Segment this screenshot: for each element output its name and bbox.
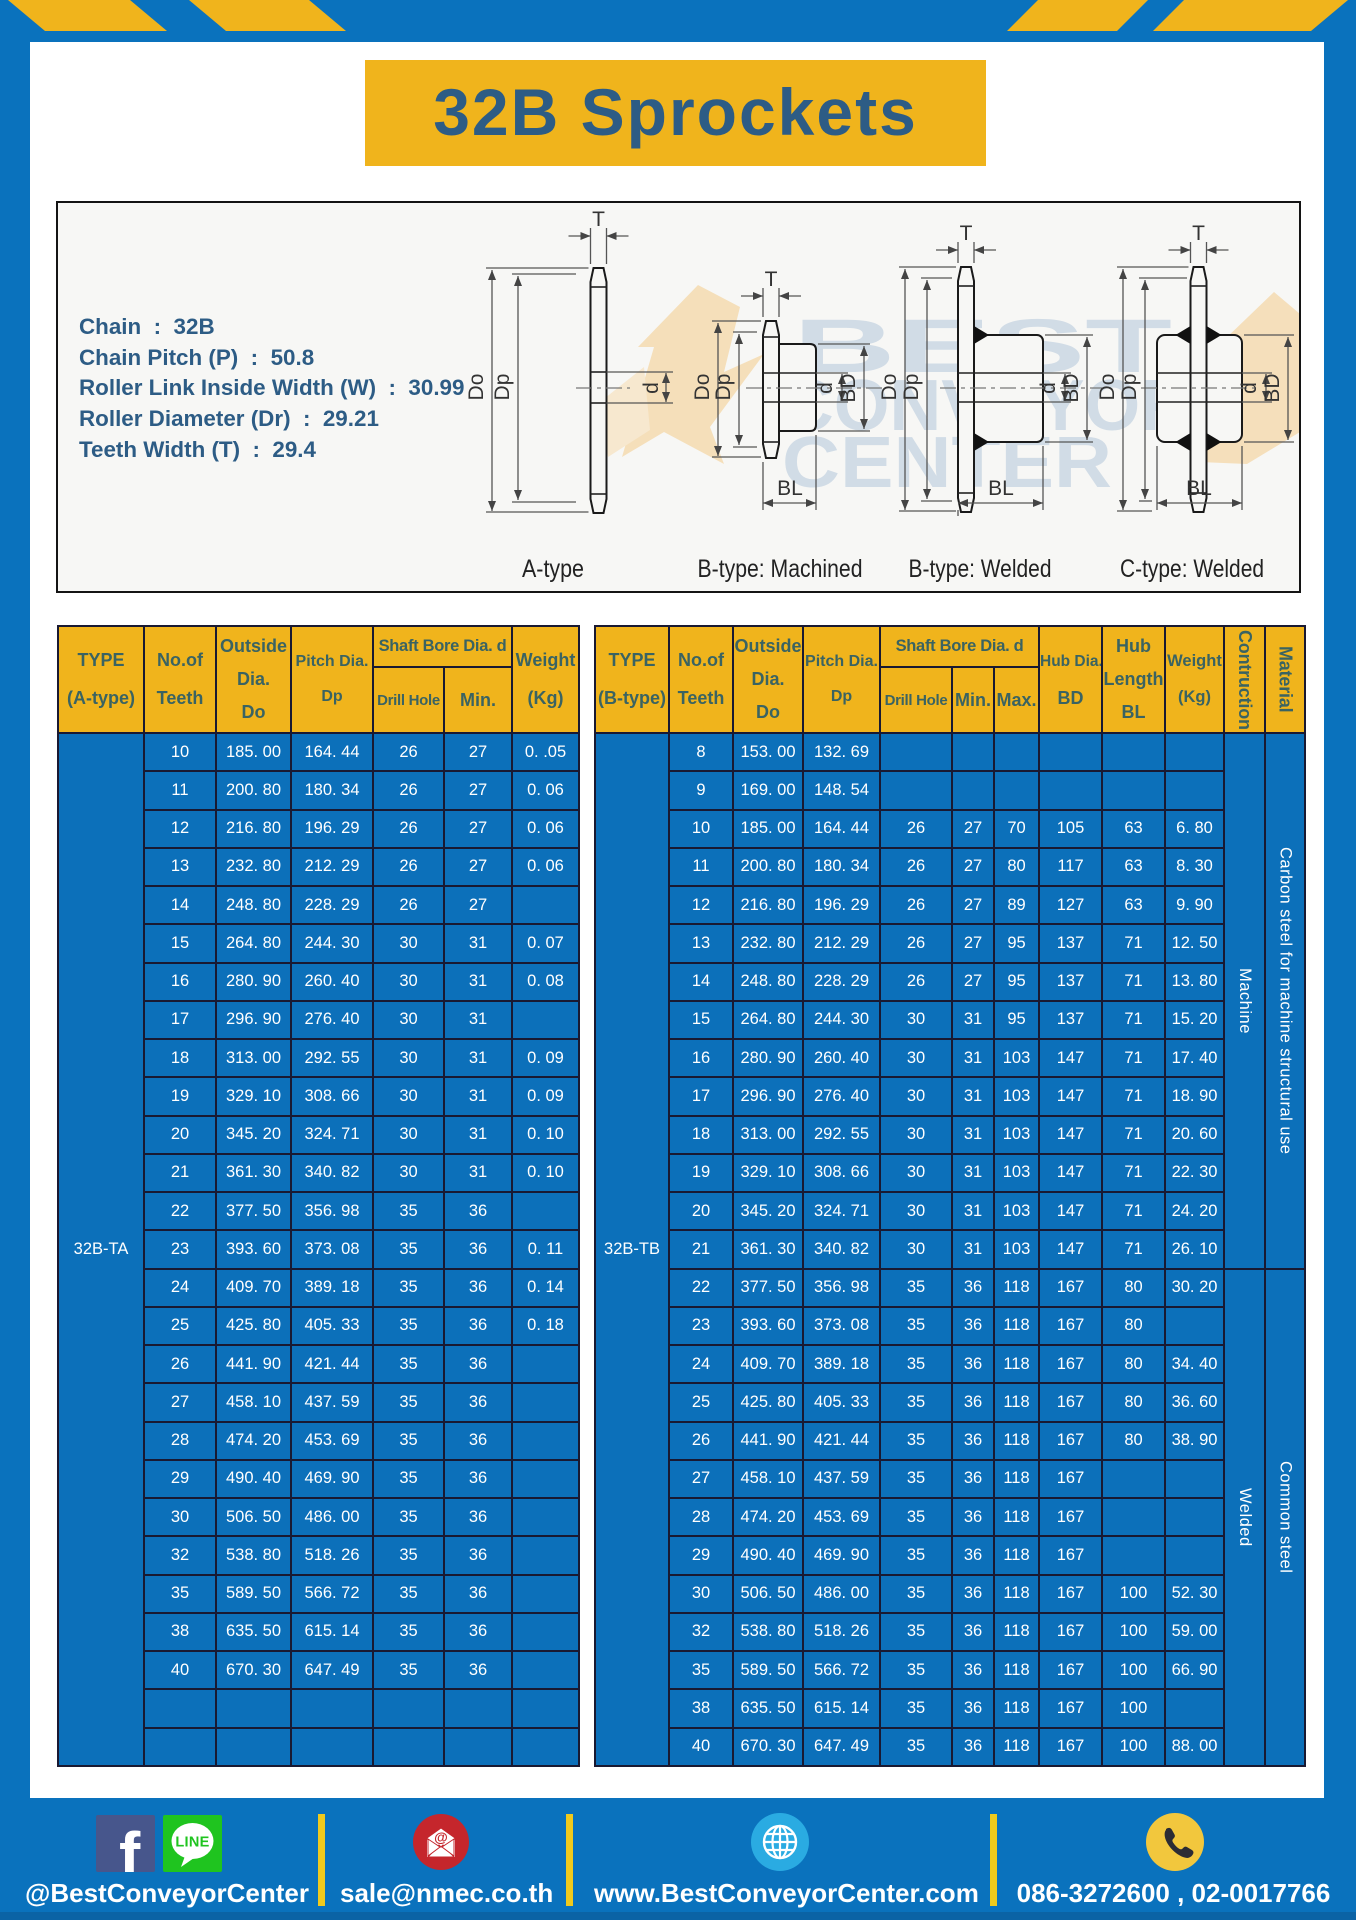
svg-text:@: @ — [434, 1829, 448, 1845]
svg-text:Do: Do — [691, 374, 714, 401]
svg-text:Dp: Dp — [1118, 374, 1141, 401]
svg-text:d: d — [814, 382, 837, 394]
svg-text:A-type: A-type — [522, 555, 584, 583]
svg-text:BD: BD — [1060, 373, 1083, 402]
svg-text:BL: BL — [1186, 477, 1212, 500]
svg-text:BL: BL — [988, 477, 1014, 500]
svg-text:Dp: Dp — [712, 374, 735, 401]
svg-text:Do: Do — [465, 374, 488, 401]
svg-text:Do: Do — [1096, 374, 1119, 401]
svg-text:T: T — [765, 268, 778, 291]
svg-text:Dp: Dp — [900, 374, 923, 401]
svg-text:LINE: LINE — [175, 1835, 209, 1851]
svg-text:B-type: Machined: B-type: Machined — [698, 555, 863, 583]
svg-text:C-type: Welded: C-type: Welded — [1120, 555, 1264, 583]
svg-text:T: T — [1192, 222, 1205, 245]
svg-text:BD: BD — [1261, 373, 1284, 402]
svg-text:BL: BL — [777, 477, 803, 500]
svg-text:BD: BD — [837, 373, 860, 402]
svg-text:d: d — [1238, 382, 1261, 394]
svg-text:d: d — [1037, 382, 1060, 394]
svg-text:T: T — [960, 222, 973, 245]
svg-text:Do: Do — [878, 374, 901, 401]
svg-text:B-type: Welded: B-type: Welded — [909, 555, 1052, 583]
svg-text:Dp: Dp — [491, 374, 514, 401]
svg-text:d: d — [640, 382, 663, 394]
svg-text:T: T — [592, 208, 605, 231]
svg-text:CENTER: CENTER — [782, 423, 1112, 503]
